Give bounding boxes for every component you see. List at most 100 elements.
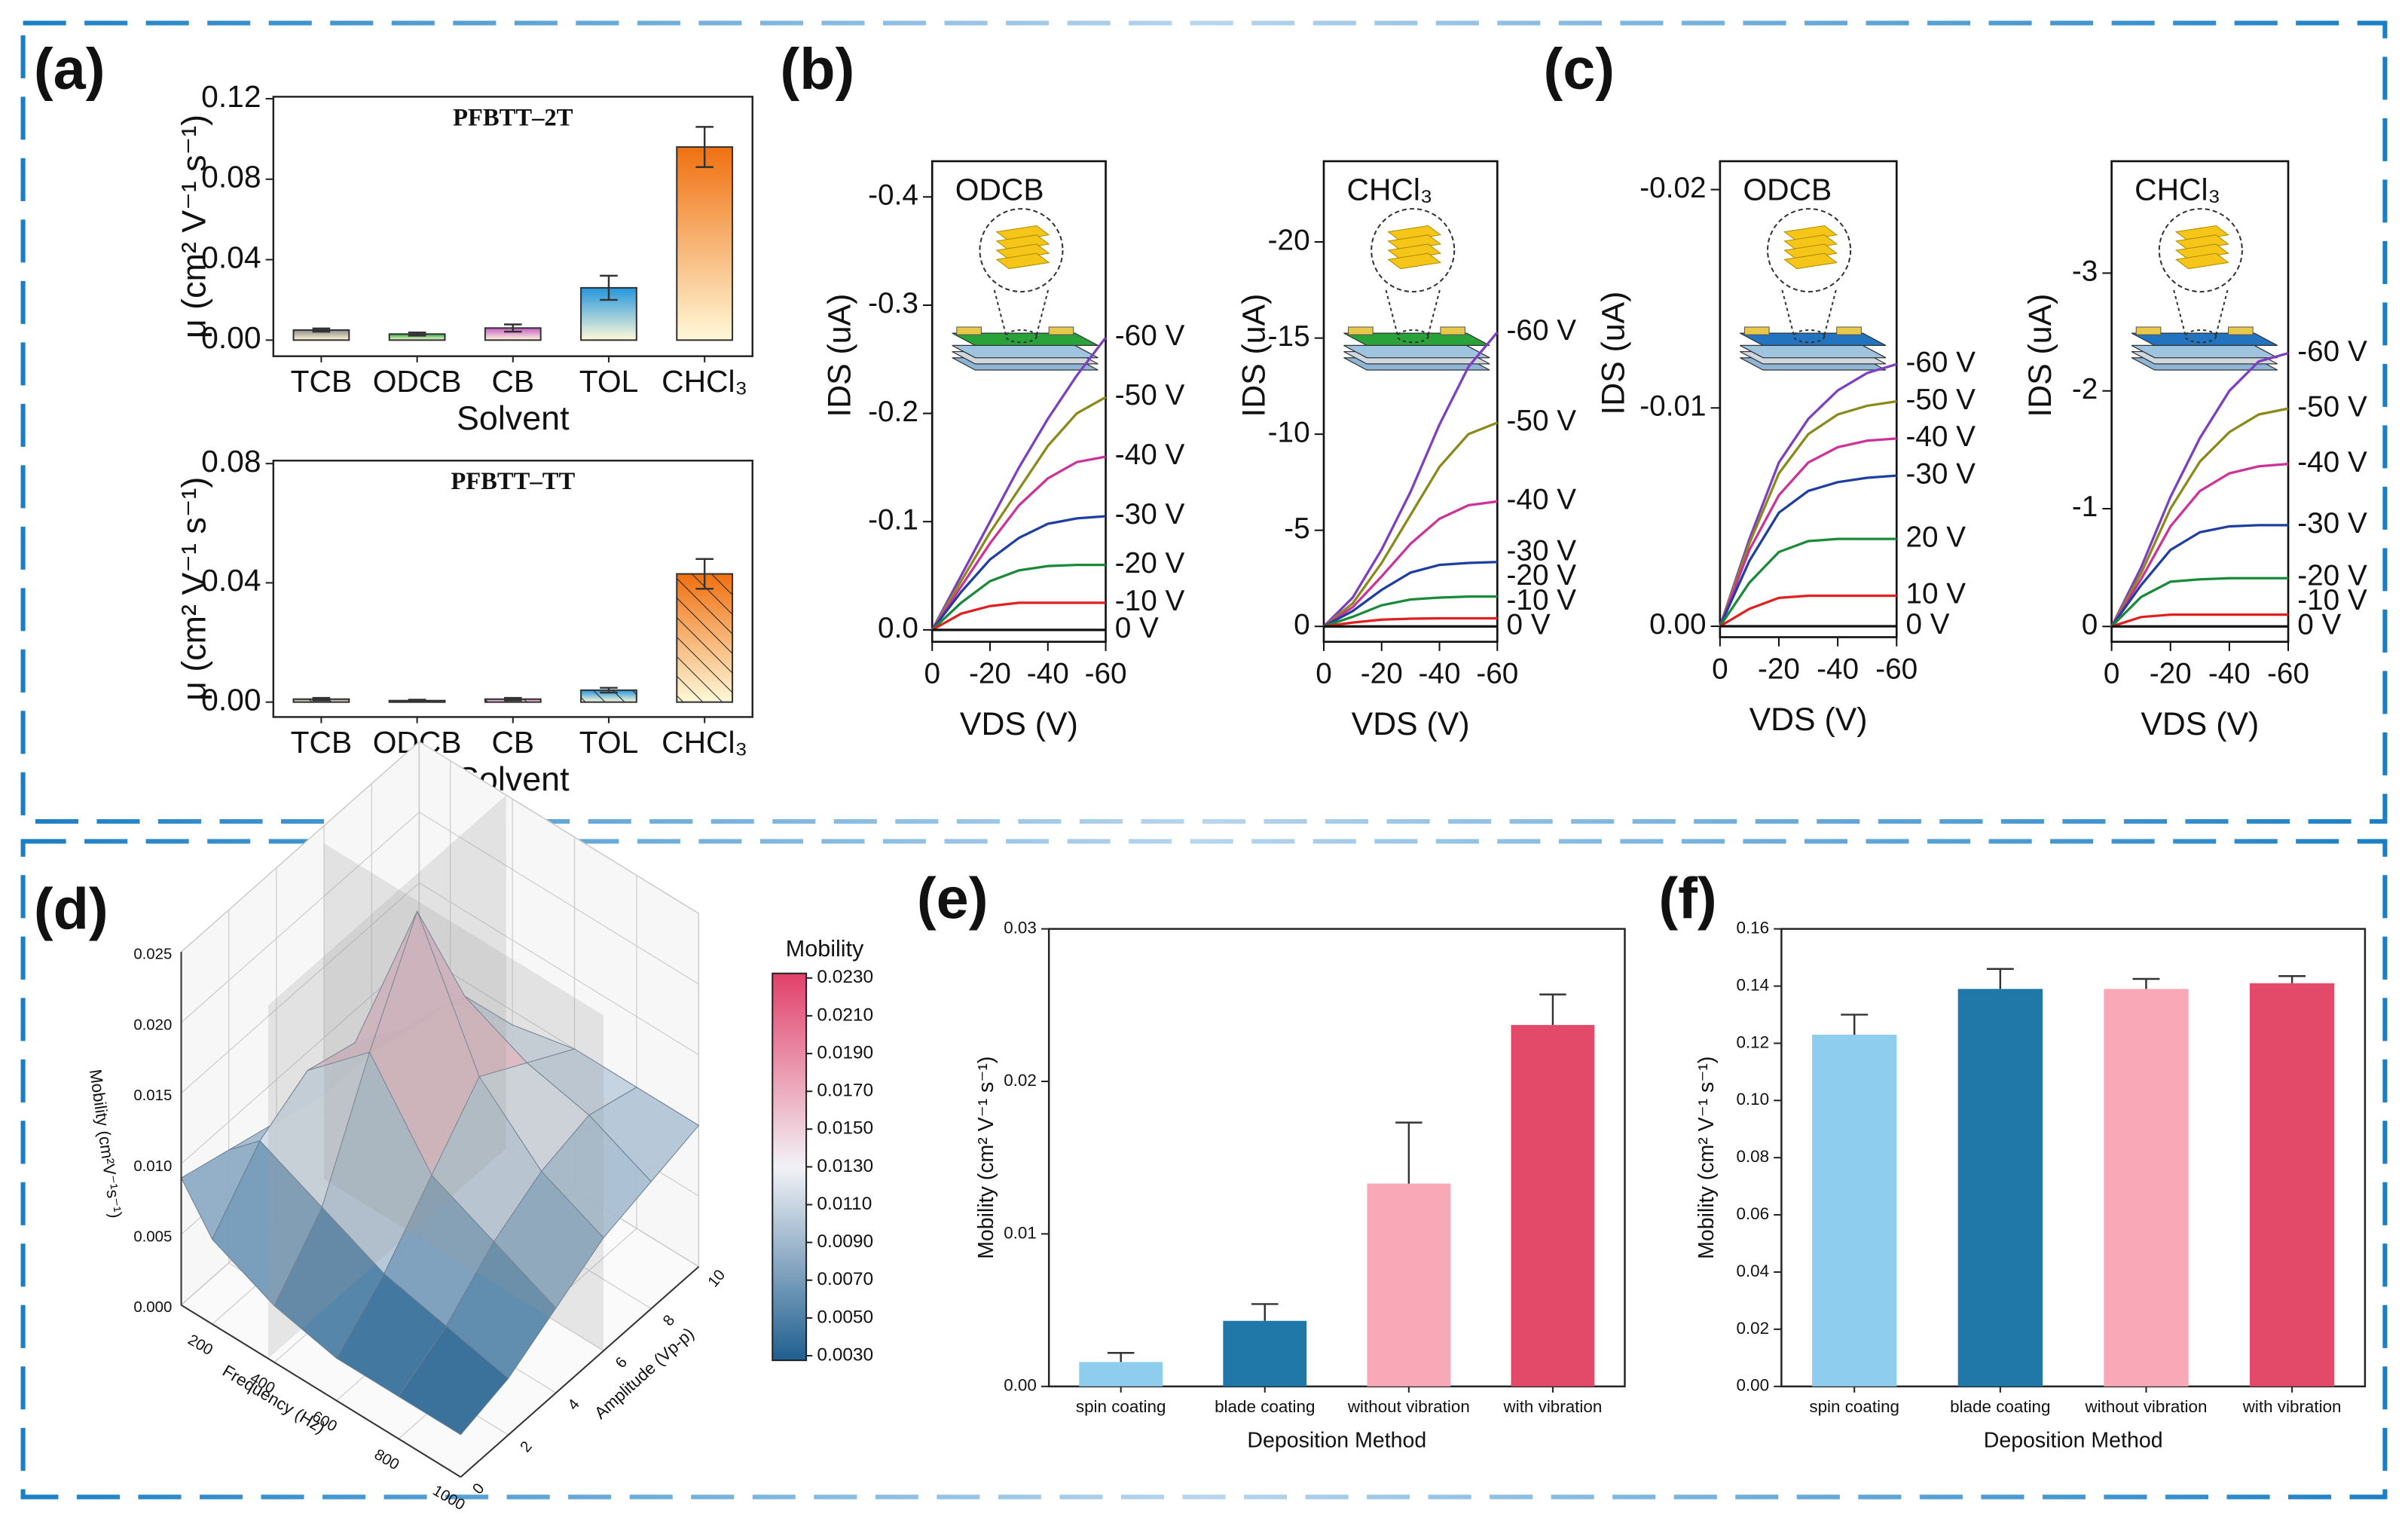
- x-axis-label: Solvent: [457, 399, 570, 437]
- molecule-stack: [2174, 234, 2229, 251]
- x-tick-label: 0: [1712, 653, 1728, 686]
- z-tick-label: 0.000: [133, 1299, 172, 1316]
- y-tick-label: 0.0: [878, 612, 918, 644]
- y-tick-label: -0.02: [1639, 172, 1706, 204]
- y-tick-label: -5: [1284, 512, 1309, 545]
- y-tick-label: 0: [2082, 609, 2098, 641]
- series-line: [1323, 561, 1498, 628]
- bar: [676, 146, 734, 341]
- bar: [1511, 1025, 1595, 1387]
- bar: [2104, 989, 2189, 1387]
- series-line: [931, 396, 1107, 631]
- device-layer: [1740, 332, 1887, 347]
- device-layer: [952, 332, 1099, 347]
- x-tick-label: without vibration: [2084, 1397, 2207, 1416]
- legend-label: 0 V: [1507, 608, 1551, 641]
- inset-label: CHCl₃: [2135, 172, 2220, 206]
- plot-frame: [1047, 928, 1626, 1387]
- electrode: [2228, 326, 2254, 335]
- x-tick-label: blade coating: [1215, 1397, 1315, 1416]
- legend-label: -40 V: [1115, 439, 1185, 471]
- x-tick-label: -20: [1758, 653, 1800, 686]
- series-line: [1322, 421, 1498, 628]
- x-tick-label: blade coating: [1950, 1397, 2050, 1416]
- molecule-stack: [1783, 243, 1838, 260]
- y-tick-label: 0.08: [201, 160, 261, 194]
- y-tick-label: 6: [613, 1354, 631, 1372]
- zoom-line: [1823, 286, 1838, 335]
- y-tick-label: 0.02: [1004, 1071, 1037, 1090]
- y-tick-label: 0.12: [1736, 1032, 1769, 1051]
- x-tick-label: -20: [969, 658, 1011, 690]
- panel-frame: [20, 20, 2388, 824]
- series-line: [1719, 400, 1897, 627]
- series-line: [1719, 474, 1897, 627]
- series-line: [2110, 407, 2289, 628]
- zoom-spot: [2184, 329, 2217, 344]
- colorbar-tick-label: 0.0090: [817, 1231, 873, 1252]
- zoom-line: [992, 286, 1007, 335]
- zoom-spot: [1005, 329, 1037, 344]
- x-tick-label: -40: [1027, 658, 1069, 690]
- molecule-stack: [995, 252, 1050, 270]
- zoom-spot: [1792, 329, 1826, 344]
- z-tick-label: 0.025: [133, 947, 172, 963]
- x-tick-label: ODCB: [373, 364, 462, 399]
- y-tick-label: 0.00: [1649, 608, 1706, 641]
- legend-label: -60 V: [2297, 335, 2367, 368]
- device-layer: [1343, 344, 1490, 359]
- y-axis: [460, 1266, 700, 1478]
- y-tick-label: 0.00: [1736, 1376, 1769, 1395]
- panel-label: (c): [1543, 37, 1615, 102]
- cut-plane: [267, 795, 506, 1359]
- x-tick-label: 0: [2104, 658, 2120, 690]
- y-tick-label: 0.14: [1736, 975, 1769, 994]
- y-tick-label: -2: [2072, 373, 2098, 405]
- y-tick-label: -3: [2072, 255, 2098, 288]
- y-axis-label: μ (cm² V⁻¹ s⁻¹): [175, 115, 213, 338]
- colorbar-tick-label: 0.0110: [817, 1194, 872, 1214]
- molecule-stack: [995, 225, 1050, 242]
- x-tick-label: CB: [491, 725, 534, 760]
- colorbar-tick-label: 0.0070: [817, 1269, 873, 1289]
- y-tick-label: 0.03: [1004, 919, 1037, 937]
- legend-label: -10 V: [1115, 585, 1185, 617]
- x-tick-label: without vibration: [1347, 1397, 1470, 1416]
- colorbar-tick-label: 0.0030: [817, 1344, 873, 1365]
- legend-label: -40 V: [1905, 421, 1976, 453]
- legend-label: 0 V: [1905, 608, 1949, 641]
- device-layer: [1740, 344, 1887, 359]
- x-tick-label: 800: [371, 1446, 402, 1473]
- cut-plane: [324, 843, 604, 1351]
- colorbar-tick-label: 0.0190: [817, 1043, 873, 1063]
- series-line: [1322, 331, 1499, 628]
- legend-label: -30 V: [1905, 457, 1976, 490]
- molecule-stack: [1783, 225, 1838, 242]
- device-layer: [2131, 332, 2278, 347]
- molecule-stack: [2174, 252, 2229, 270]
- electrode: [956, 326, 982, 335]
- panel-label: (f): [1658, 866, 1716, 931]
- series-line: [1719, 437, 1897, 627]
- colorbar-tick-label: 0.0130: [817, 1156, 873, 1176]
- molecule-stack: [2174, 225, 2229, 242]
- x-axis: [180, 1304, 462, 1478]
- zoom-line: [1035, 286, 1050, 335]
- zoom-line: [1384, 286, 1398, 335]
- y-tick-label: -10: [1268, 416, 1310, 448]
- y-tick-label: -0.3: [868, 287, 918, 320]
- zoom-line: [1427, 286, 1441, 335]
- molecule-stack: [1783, 234, 1838, 251]
- x-tick-label: with vibration: [1503, 1397, 1603, 1416]
- z-tick-label: 0.020: [133, 1017, 172, 1033]
- electrode: [1348, 326, 1374, 335]
- legend-label: -60 V: [1507, 314, 1577, 347]
- colorbar: [772, 972, 808, 1362]
- x-tick-label: -40: [1817, 653, 1859, 686]
- x-tick-label: -60: [1476, 658, 1518, 690]
- electrode: [1048, 326, 1074, 335]
- y-tick-label: 0.00: [1004, 1376, 1037, 1395]
- z-tick-label: 0.015: [133, 1087, 172, 1104]
- device-illustration: [2131, 208, 2278, 371]
- legend-label: 10 V: [1905, 578, 1966, 610]
